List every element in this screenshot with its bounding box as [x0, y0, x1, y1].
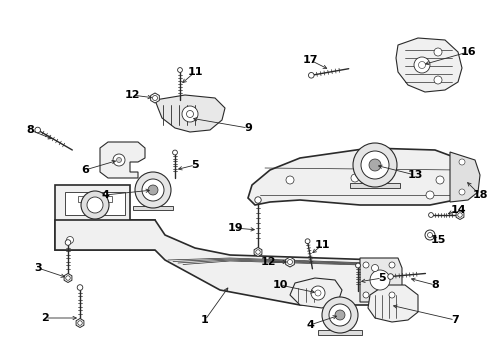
Circle shape — [315, 290, 321, 296]
Polygon shape — [350, 183, 400, 188]
Polygon shape — [254, 248, 262, 256]
Polygon shape — [290, 278, 342, 308]
Polygon shape — [360, 258, 402, 302]
Text: 8: 8 — [431, 280, 439, 290]
Circle shape — [369, 159, 381, 171]
Text: 13: 13 — [407, 170, 423, 180]
Circle shape — [87, 197, 103, 213]
Circle shape — [434, 76, 442, 84]
Text: 9: 9 — [244, 123, 252, 133]
Polygon shape — [55, 185, 155, 250]
Polygon shape — [65, 192, 125, 215]
Text: 6: 6 — [81, 165, 89, 175]
Circle shape — [77, 285, 83, 290]
Circle shape — [35, 127, 41, 133]
Polygon shape — [76, 319, 84, 328]
Circle shape — [305, 239, 310, 244]
Text: 3: 3 — [34, 263, 42, 273]
Text: 2: 2 — [41, 313, 49, 323]
Circle shape — [351, 174, 359, 182]
Polygon shape — [286, 257, 294, 267]
Circle shape — [78, 321, 82, 325]
Circle shape — [286, 176, 294, 184]
Polygon shape — [318, 330, 362, 335]
Circle shape — [113, 154, 125, 166]
Polygon shape — [78, 196, 112, 202]
Circle shape — [425, 230, 435, 240]
Circle shape — [152, 95, 157, 100]
Text: 12: 12 — [124, 90, 140, 100]
Polygon shape — [133, 206, 173, 210]
Text: 4: 4 — [306, 320, 314, 330]
Circle shape — [434, 48, 442, 56]
Circle shape — [426, 191, 434, 199]
Polygon shape — [55, 220, 400, 305]
Circle shape — [356, 263, 361, 268]
Circle shape — [436, 176, 444, 184]
Polygon shape — [450, 152, 480, 202]
Text: 5: 5 — [191, 160, 199, 170]
Polygon shape — [100, 142, 145, 178]
Text: 18: 18 — [472, 190, 488, 200]
Text: 5: 5 — [378, 273, 386, 283]
Text: 8: 8 — [26, 125, 34, 135]
Text: 16: 16 — [460, 47, 476, 57]
Circle shape — [256, 250, 260, 254]
Circle shape — [361, 151, 389, 179]
Text: 4: 4 — [101, 190, 109, 200]
Circle shape — [255, 197, 261, 203]
Circle shape — [418, 62, 425, 68]
Polygon shape — [64, 274, 72, 283]
Circle shape — [142, 179, 164, 201]
Text: 12: 12 — [260, 257, 276, 267]
Circle shape — [427, 233, 433, 238]
Circle shape — [135, 172, 171, 208]
Circle shape — [329, 304, 351, 326]
Circle shape — [353, 143, 397, 187]
Text: 11: 11 — [314, 240, 330, 250]
Circle shape — [322, 297, 358, 333]
Text: 15: 15 — [430, 235, 446, 245]
Text: 14: 14 — [450, 205, 466, 215]
Circle shape — [66, 276, 70, 280]
Circle shape — [148, 185, 158, 195]
Circle shape — [370, 270, 390, 290]
Polygon shape — [396, 38, 462, 92]
Circle shape — [389, 292, 395, 298]
Circle shape — [335, 310, 345, 320]
Circle shape — [459, 159, 465, 165]
Circle shape — [187, 111, 194, 117]
Polygon shape — [456, 211, 464, 220]
Circle shape — [363, 292, 369, 298]
Circle shape — [458, 213, 462, 217]
Polygon shape — [155, 95, 225, 132]
Text: 11: 11 — [187, 67, 203, 77]
Text: 19: 19 — [227, 223, 243, 233]
Text: 7: 7 — [451, 315, 459, 325]
Circle shape — [182, 106, 198, 122]
Circle shape — [288, 260, 293, 265]
Circle shape — [371, 265, 378, 271]
Circle shape — [429, 213, 433, 217]
Circle shape — [65, 240, 71, 245]
Circle shape — [172, 150, 177, 155]
Circle shape — [81, 191, 109, 219]
Circle shape — [388, 274, 393, 279]
Circle shape — [363, 262, 369, 268]
Polygon shape — [248, 148, 470, 205]
Text: 1: 1 — [201, 315, 209, 325]
Polygon shape — [368, 285, 418, 322]
Circle shape — [389, 262, 395, 268]
Polygon shape — [150, 93, 159, 103]
Circle shape — [414, 57, 430, 73]
Circle shape — [459, 189, 465, 195]
Circle shape — [67, 237, 74, 243]
Circle shape — [117, 158, 122, 162]
Circle shape — [177, 68, 182, 72]
Text: 10: 10 — [272, 280, 288, 290]
Circle shape — [311, 286, 325, 300]
Circle shape — [309, 72, 314, 78]
Text: 17: 17 — [302, 55, 318, 65]
